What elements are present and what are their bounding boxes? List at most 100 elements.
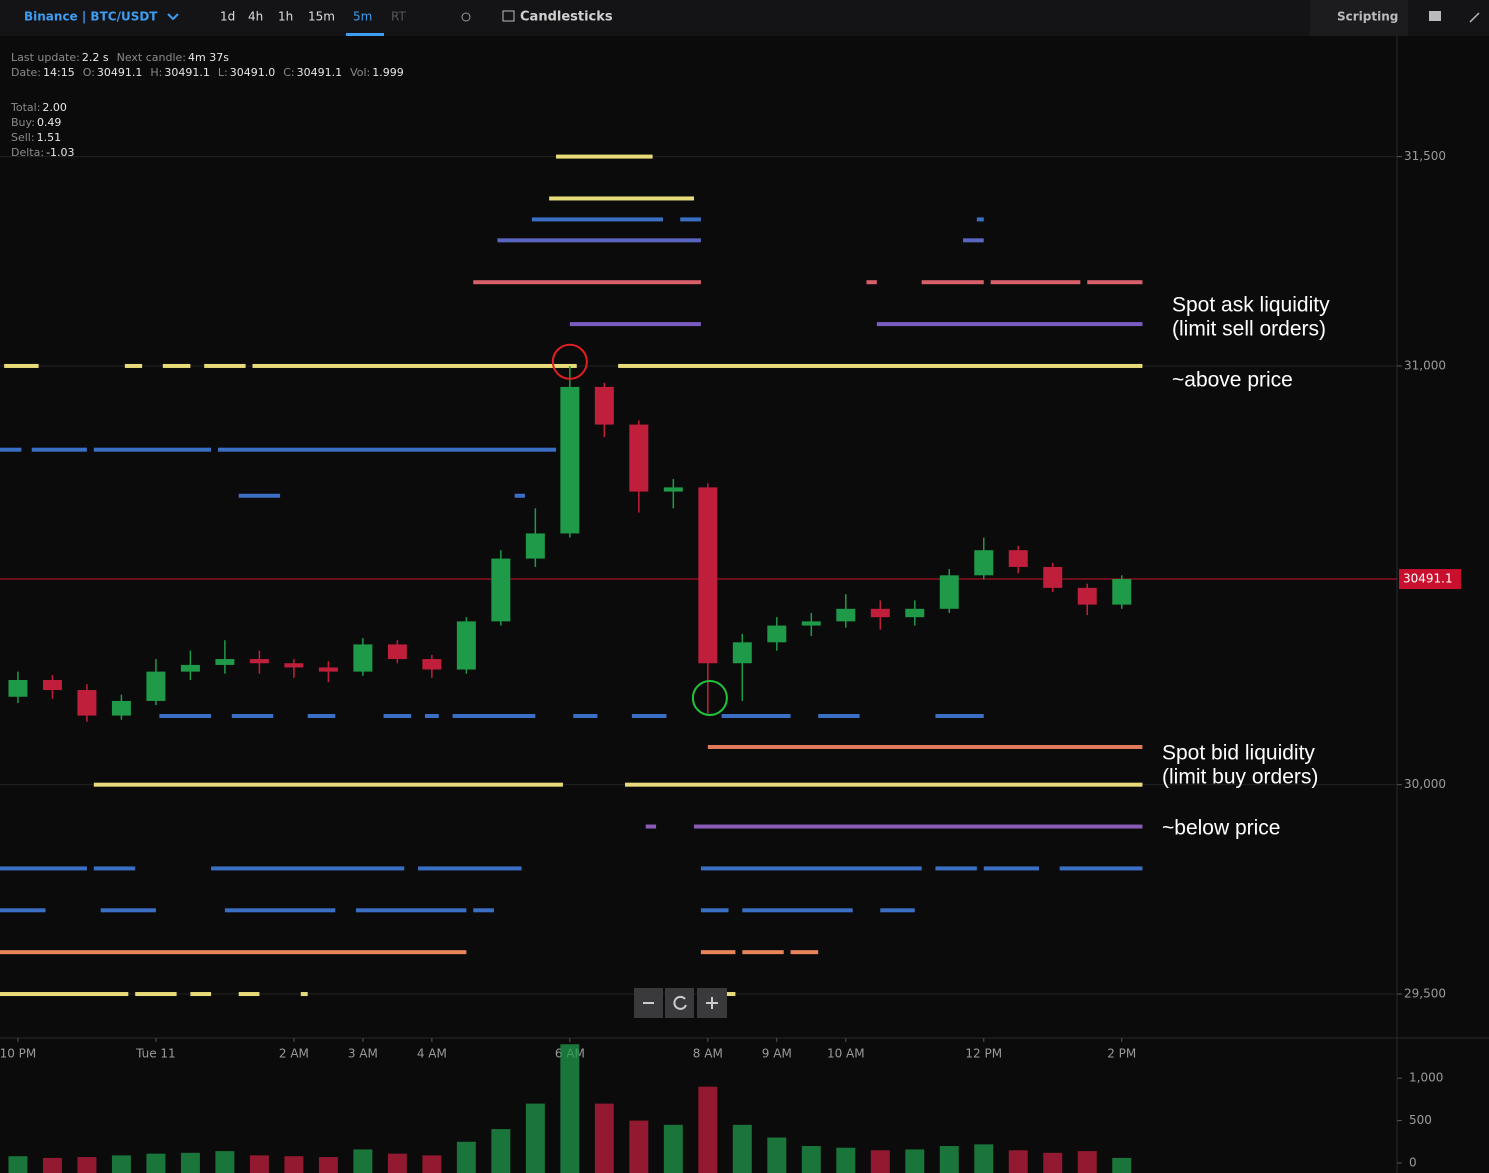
- active-indicator: [346, 33, 384, 36]
- liquidity-band: [100, 908, 156, 913]
- liquidity-band: [0, 447, 22, 452]
- camera-icon[interactable]: [1429, 11, 1441, 21]
- scripting-button[interactable]: Scripting: [1337, 10, 1398, 24]
- liquidity-band: [990, 280, 1081, 285]
- liquidity-band: [307, 714, 336, 719]
- timeframe-button[interactable]: 4h: [248, 10, 263, 24]
- info-value: 0.49: [37, 116, 62, 129]
- volume-bar: [767, 1137, 787, 1173]
- liquidity-band: [211, 866, 405, 871]
- liquidity-band: [556, 154, 653, 159]
- liquidity-band: [473, 280, 701, 285]
- volume-bar: [732, 1124, 752, 1173]
- visibility-icon[interactable]: [461, 12, 471, 22]
- timeframe-button[interactable]: 5m: [353, 10, 372, 24]
- liquidity-band: [569, 322, 701, 327]
- info-value: 1.999: [372, 66, 404, 79]
- candle-body: [698, 487, 718, 664]
- timeframe-button[interactable]: 1h: [278, 10, 293, 24]
- liquidity-band: [473, 908, 494, 913]
- volume-bar: [318, 1157, 338, 1173]
- candle-body: [663, 487, 683, 492]
- liquidity-band: [190, 992, 212, 997]
- candle-body: [146, 671, 166, 701]
- info-value: 2.2 s: [82, 51, 109, 64]
- volume-bar: [1077, 1151, 1097, 1173]
- info-label: Sell:: [11, 131, 35, 144]
- candle-body: [215, 659, 235, 665]
- y-tick-label: 29,500: [1404, 987, 1446, 1001]
- y-tick-label: 30,000: [1404, 777, 1446, 791]
- candle-body: [353, 644, 373, 672]
- volume-bar: [698, 1086, 718, 1173]
- liquidity-band: [424, 714, 439, 719]
- liquidity-band: [252, 363, 577, 368]
- liquidity-band: [1059, 866, 1143, 871]
- liquidity-band: [818, 714, 860, 719]
- liquidity-band: [0, 908, 46, 913]
- last-price-label: 30491.1: [1403, 572, 1453, 586]
- liquidity-band: [487, 714, 536, 719]
- liquidity-band: [573, 714, 598, 719]
- candle-body: [629, 424, 649, 492]
- volume-bar: [491, 1129, 511, 1173]
- volume-bar: [284, 1156, 304, 1173]
- x-tick-label: 8 AM: [693, 1047, 723, 1061]
- chart-style-icon[interactable]: [502, 10, 515, 22]
- info-label: Delta:: [11, 146, 44, 159]
- volume-bar: [1043, 1152, 1063, 1173]
- toolbar: [0, 0, 1489, 36]
- candle-body: [180, 664, 200, 672]
- info-value: 30491.1: [164, 66, 210, 79]
- candle-body: [801, 621, 821, 626]
- liquidity-band: [694, 824, 1143, 829]
- info-value: -1.03: [46, 146, 74, 159]
- candle-body: [594, 386, 614, 425]
- volume-bar: [8, 1156, 28, 1173]
- timeframe-button[interactable]: 1d: [220, 10, 235, 24]
- highlight-circle: [551, 343, 588, 380]
- candle-body: [42, 679, 62, 691]
- chart-style[interactable]: Candlesticks: [520, 10, 613, 25]
- timeframe-button[interactable]: RT: [391, 10, 406, 24]
- annotation: ~above price: [1172, 369, 1293, 392]
- liquidity-band: [625, 782, 1143, 787]
- candle-body: [1112, 579, 1132, 605]
- symbol-selector[interactable]: Binance | BTC/USDT: [24, 10, 158, 24]
- info-value: 14:15: [43, 66, 75, 79]
- volume-bar: [801, 1146, 821, 1173]
- highlight-circle: [691, 679, 728, 716]
- info-label: O:: [83, 66, 95, 79]
- volume-bar: [870, 1150, 890, 1173]
- liquidity-band: [976, 217, 984, 222]
- liquidity-band: [935, 714, 984, 719]
- liquidity-band: [93, 866, 136, 871]
- liquidity-band: [162, 363, 191, 368]
- annotation: Spot ask liquidity: [1172, 294, 1330, 317]
- liquidity-band: [4, 363, 39, 368]
- liquidity-band: [159, 714, 212, 719]
- annotation: (limit buy orders): [1162, 766, 1318, 789]
- reset-button[interactable]: [665, 988, 694, 1018]
- y-tick-label: 31,500: [1404, 149, 1446, 163]
- x-tick-label: 3 AM: [348, 1047, 378, 1061]
- candle-body: [1077, 587, 1097, 605]
- liquidity-band: [204, 363, 246, 368]
- liquidity-band: [866, 280, 877, 285]
- candle-body: [387, 644, 407, 660]
- info-value: 30491.1: [97, 66, 143, 79]
- liquidity-band: [531, 217, 663, 222]
- liquidity-band: [1087, 280, 1143, 285]
- timeframe-button[interactable]: 15m: [308, 10, 335, 24]
- y2-tick-label: 1,000: [1409, 1071, 1443, 1085]
- liquidity-band: [452, 714, 494, 719]
- candle-body: [318, 667, 338, 672]
- liquidity-band: [93, 782, 563, 787]
- liquidity-band: [921, 280, 984, 285]
- fullscreen-icon[interactable]: [1469, 12, 1480, 23]
- volume-bar: [180, 1152, 200, 1173]
- volume-bar: [146, 1153, 166, 1173]
- candle-body: [560, 386, 580, 534]
- liquidity-band: [383, 714, 412, 719]
- candle-body: [732, 642, 752, 664]
